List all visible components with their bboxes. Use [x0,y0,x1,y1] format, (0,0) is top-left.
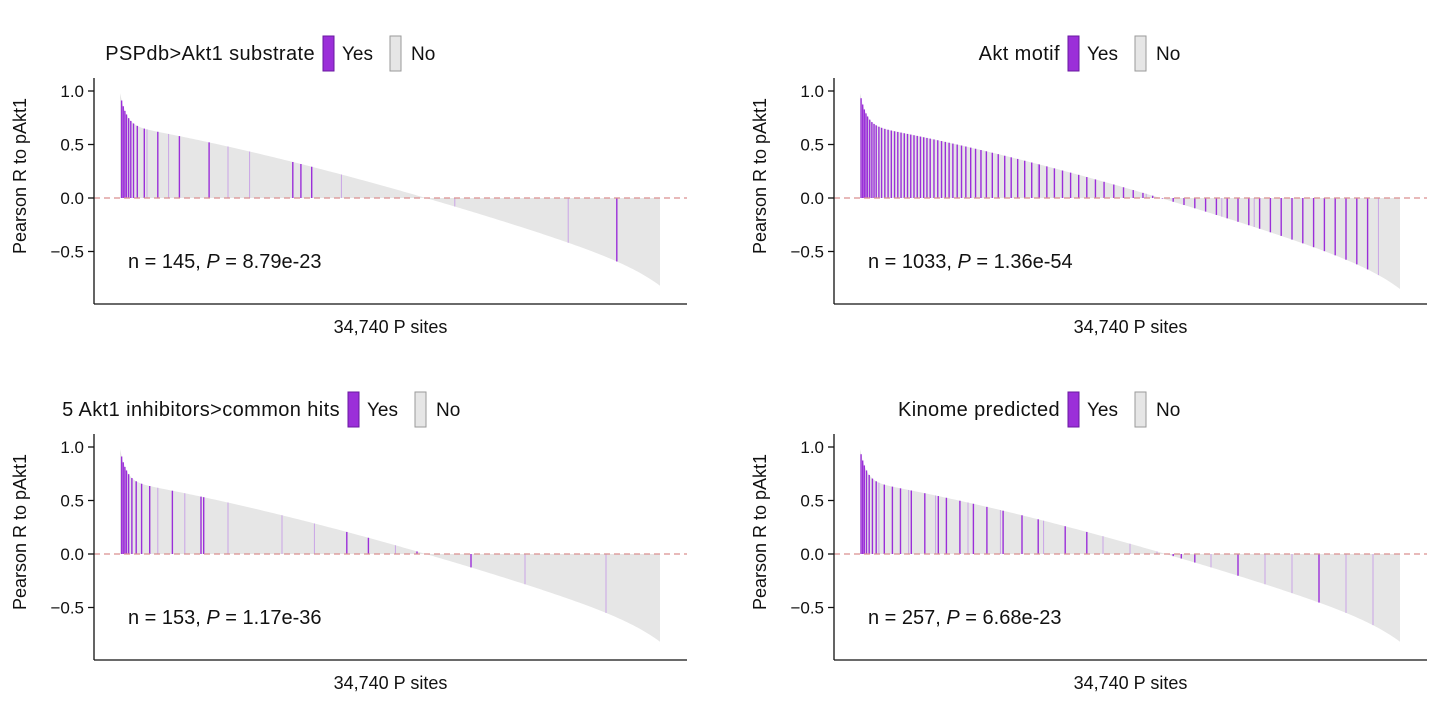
legend-yes-swatch [347,391,360,428]
chart-title: Akt motif [979,43,1060,65]
chart-panel-pspdb: 1.0 0.5 0.0 −0.5 Pearson R to pAkt1 34,740 P … [0,0,723,356]
legend-yes-swatch [1067,35,1080,72]
x-axis-label: 34,740 P sites [1074,673,1188,693]
y-tick-label: 0.5 [800,136,824,155]
no-sites-area [120,449,660,642]
chart-panel-kinome-predicted: 1.0 0.5 0.0 −0.5 Pearson R to pAkt1 34,740 P … [740,356,1447,712]
all-sites-area [120,449,660,642]
legend-no-swatch [389,35,402,72]
y-tick-label: 0.0 [800,545,824,564]
x-axis-label: 34,740 P sites [1074,317,1188,337]
y-tick-label: 1.0 [800,82,824,101]
chart-title: PSPdb>Akt1 substrate [105,43,315,65]
y-tick-label: −0.5 [790,599,824,618]
p-symbol: P [206,607,220,629]
chart-panel-akt-motif: 1.0 0.5 0.0 −0.5 Pearson R to pAkt1 34,740 P … [740,0,1447,356]
y-tick-label: −0.5 [50,243,84,262]
chart-svg: 1.0 0.5 0.0 −0.5 Pearson R to pAkt1 34,740 P … [10,391,687,693]
all-sites-area [120,93,660,286]
all-sites-area [860,93,1400,289]
y-tick-label: 1.0 [60,82,84,101]
legend-no-label: No [436,400,460,421]
y-tick-label: 0.5 [60,492,84,511]
p-symbol: P [958,251,972,273]
n-count: n = 1033, [868,251,958,273]
y-axis-label: Pearson R to pAkt1 [10,98,30,254]
legend-no-label: No [1156,400,1180,421]
legend-yes-label: Yes [342,44,373,65]
chart-svg: 1.0 0.5 0.0 −0.5 Pearson R to pAkt1 34,740 P … [750,391,1427,693]
n-count: n = 145, [128,251,206,273]
p-value: = 1.36e-54 [971,251,1073,273]
stats-annotation: n = 257, P = 6.68e-23 [868,607,1062,629]
no-sites-area [860,93,1400,289]
stats-annotation: n = 153, P = 1.17e-36 [128,607,322,629]
legend-no-label: No [411,44,435,65]
x-axis-label: 34,740 P sites [334,673,448,693]
legend-yes-swatch [322,35,335,72]
y-tick-label: −0.5 [790,243,824,262]
legend-no-label: No [1156,44,1180,65]
p-symbol: P [206,251,220,273]
y-tick-label: 1.0 [60,438,84,457]
legend-no-swatch [414,391,427,428]
y-axis-label: Pearson R to pAkt1 [750,98,770,254]
n-count: n = 257, [868,607,946,629]
legend-no-swatch [1134,391,1147,428]
no-sites-area [120,93,660,286]
y-tick-label: −0.5 [50,599,84,618]
stats-annotation: n = 145, P = 8.79e-23 [128,251,322,273]
chart-svg: 1.0 0.5 0.0 −0.5 Pearson R to pAkt1 34,740 P … [750,35,1427,337]
p-value: = 6.68e-23 [960,607,1062,629]
chart-svg: 1.0 0.5 0.0 −0.5 Pearson R to pAkt1 34,740 P … [10,35,687,337]
legend-no-swatch [1134,35,1147,72]
y-tick-label: 1.0 [800,438,824,457]
p-value: = 8.79e-23 [220,251,322,273]
chart-title: Kinome predicted [898,399,1060,421]
legend-yes-label: Yes [367,400,398,421]
x-axis-label: 34,740 P sites [334,317,448,337]
p-value: = 1.17e-36 [220,607,322,629]
stats-annotation: n = 1033, P = 1.36e-54 [868,251,1073,273]
legend-yes-swatch [1067,391,1080,428]
p-symbol: P [946,607,960,629]
chart-panel-akt1-inhibitors: 1.0 0.5 0.0 −0.5 Pearson R to pAkt1 34,740 P … [0,356,723,712]
legend-yes-label: Yes [1087,400,1118,421]
y-tick-label: 0.0 [60,545,84,564]
y-tick-label: 0.0 [60,189,84,208]
y-tick-label: 0.5 [60,136,84,155]
n-count: n = 153, [128,607,206,629]
y-axis-label: Pearson R to pAkt1 [10,454,30,610]
legend-yes-label: Yes [1087,44,1118,65]
chart-title: 5 Akt1 inhibitors>common hits [62,399,340,421]
y-tick-label: 0.5 [800,492,824,511]
y-tick-label: 0.0 [800,189,824,208]
y-axis-label: Pearson R to pAkt1 [750,454,770,610]
